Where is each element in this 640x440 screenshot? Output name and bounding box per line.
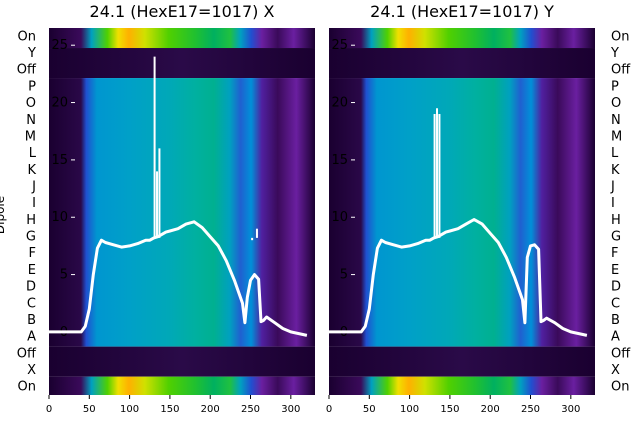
chart-title: 24.1 (HexE17=1017) Y (370, 2, 554, 21)
heatmap-band-main (49, 78, 315, 347)
dipole-label: K (27, 163, 36, 178)
x-tick-label: 100 (120, 404, 139, 415)
x-tick-label: 50 (363, 404, 376, 415)
dipole-label: E (28, 263, 36, 278)
dipole-label: Off (611, 346, 631, 361)
heatmap-band-top-off (329, 48, 595, 79)
y-tick-label: 25 (51, 38, 68, 53)
dipole-label: On (18, 29, 36, 44)
dipole-label: Off (611, 63, 631, 78)
dipole-label: O (26, 96, 36, 111)
dipole-label: F (611, 246, 618, 261)
heatmap-band-bottom-off (329, 346, 595, 377)
y-tick-label: 20 (331, 96, 348, 111)
dipole-label: On (611, 380, 629, 395)
dipole-label: N (611, 113, 621, 128)
heatmap-band-bottom-off (49, 346, 315, 377)
x-tick-label: 300 (561, 404, 580, 415)
dipole-label: P (28, 79, 36, 94)
x-tick-label: 100 (400, 404, 419, 415)
y-tick-label: 5 (60, 268, 68, 283)
heatmap (329, 28, 595, 395)
x-tick-label: 150 (160, 404, 179, 415)
heatmap-band-main (329, 78, 595, 347)
dipole-label: M (25, 129, 36, 144)
dipole-label: N (26, 113, 36, 128)
dipole-label: Off (17, 346, 37, 361)
dipole-label: J (610, 179, 615, 194)
dipole-label: H (611, 213, 621, 228)
x-tick-label: 250 (241, 404, 260, 415)
dipole-label: C (611, 296, 620, 311)
x-tick-label: 200 (481, 404, 500, 415)
dipole-label: E (611, 263, 619, 278)
dipole-label: A (611, 330, 620, 345)
x-tick-label: 250 (521, 404, 540, 415)
dipole-label: X (27, 363, 36, 378)
dipole-label: P (611, 79, 619, 94)
x-tick-label: 0 (326, 404, 332, 415)
heatmap-band-bottom (329, 376, 595, 395)
dipole-label: F (29, 246, 36, 261)
dipole-label: O (611, 96, 621, 111)
x-tick-label: 200 (201, 404, 220, 415)
y-tick-label: 10 (331, 210, 348, 225)
heatmap-band-bottom (49, 376, 315, 395)
dipole-label: Off (17, 63, 37, 78)
heatmap-band-top (49, 28, 315, 49)
panel-y: 24.1 (HexE17=1017) YOnYOffPONMLKJIHGFEDC… (326, 2, 631, 415)
x-tick-label: 300 (281, 404, 300, 415)
y-tick-label: 20 (51, 96, 68, 111)
dipole-label: K (611, 163, 620, 178)
heatmap-band-top (329, 28, 595, 49)
y-axis-label: Dipole (0, 196, 7, 234)
dipole-label: G (611, 230, 621, 245)
dipole-label: C (27, 296, 36, 311)
dipole-label: D (26, 280, 36, 295)
y-tick-label: 5 (340, 268, 348, 283)
x-tick-label: 150 (440, 404, 459, 415)
y-tick-label: 25 (331, 38, 348, 53)
heatmap (49, 28, 315, 395)
dipole-label: On (611, 29, 629, 44)
x-tick-label: 0 (46, 404, 52, 415)
dipole-label: D (611, 280, 621, 295)
dipole-label: M (611, 129, 622, 144)
chart-title: 24.1 (HexE17=1017) X (90, 2, 275, 21)
y-tick-label: 15 (331, 153, 348, 168)
dipole-label: Y (610, 46, 619, 61)
dipole-label: G (26, 230, 36, 245)
trace-line (329, 218, 588, 337)
y-tick-label: 10 (51, 210, 68, 225)
heatmap-band-top-off (49, 48, 315, 79)
dipole-label: I (32, 196, 36, 211)
dipole-label: I (611, 196, 615, 211)
dipole-label: L (611, 146, 619, 161)
dipole-label: B (611, 313, 620, 328)
y-tick-label: 15 (51, 153, 68, 168)
dipole-label: B (27, 313, 36, 328)
dipole-label: L (29, 146, 37, 161)
x-tick-label: 50 (83, 404, 96, 415)
dipole-label: Y (27, 46, 36, 61)
dipole-label: J (31, 179, 36, 194)
panel-x: 24.1 (HexE17=1017) XOnYOffPONMLKJIHGFEDC… (0, 2, 315, 415)
dipole-label: H (26, 213, 36, 228)
dipole-label: X (611, 363, 620, 378)
dipole-label: On (18, 380, 36, 395)
dipole-label: A (27, 330, 36, 345)
trace-line (49, 220, 308, 337)
